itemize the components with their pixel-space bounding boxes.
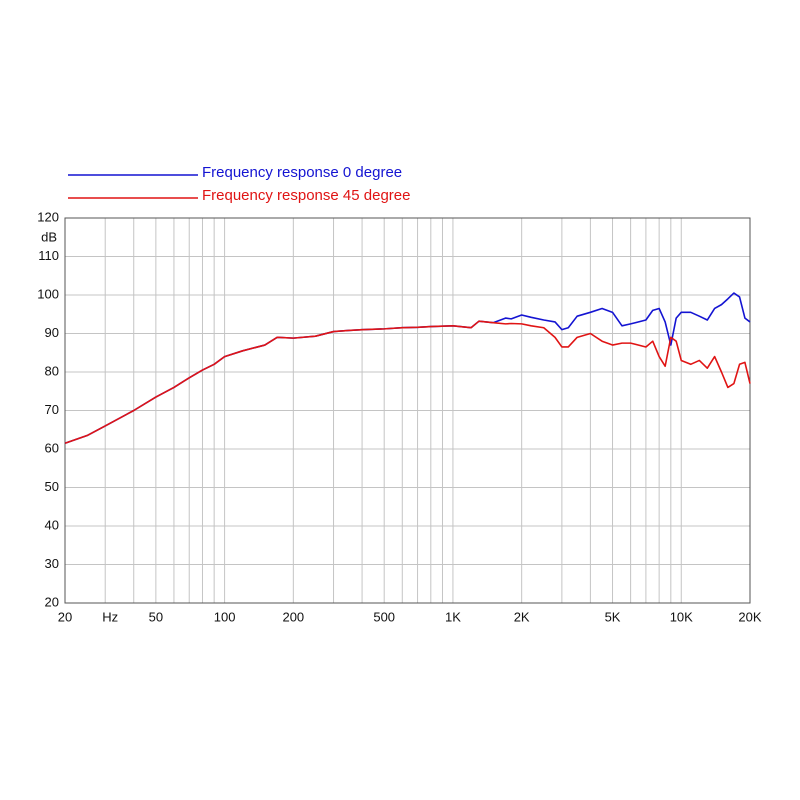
y-tick-label: 40	[45, 517, 59, 532]
y-tick-label: 50	[45, 479, 59, 494]
x-tick-label: Hz	[102, 609, 118, 624]
plot-frame	[64, 217, 751, 604]
y-tick-label: 60	[45, 440, 59, 455]
y-tick-label: 80	[45, 363, 59, 378]
legend-label: Frequency response 0 degree	[202, 164, 402, 181]
legend-label: Frequency response 45 degree	[202, 187, 410, 204]
x-tick-label: 2K	[514, 609, 530, 624]
series-line	[64, 292, 751, 444]
y-tick-label: 70	[45, 402, 59, 417]
y-tick-label: 30	[45, 556, 59, 571]
y-tick-label: 120	[37, 209, 59, 224]
x-tick-label: 500	[373, 609, 395, 624]
x-tick-label: 100	[214, 609, 236, 624]
x-tick-label: 1K	[445, 609, 461, 624]
x-tick-label: 200	[282, 609, 304, 624]
y-tick-label: 100	[37, 286, 59, 301]
x-tick-label: 5K	[605, 609, 621, 624]
y-tick-label: 20	[45, 594, 59, 609]
x-tick-label: 10K	[670, 609, 693, 624]
series-line	[64, 320, 751, 444]
x-tick-label: 20K	[738, 609, 761, 624]
y-tick-label: 110	[38, 248, 59, 263]
y-tick-label: 90	[45, 325, 59, 340]
y-axis-label: dB	[41, 229, 57, 244]
x-tick-label: 20	[58, 609, 72, 624]
x-tick-label: 50	[149, 609, 163, 624]
